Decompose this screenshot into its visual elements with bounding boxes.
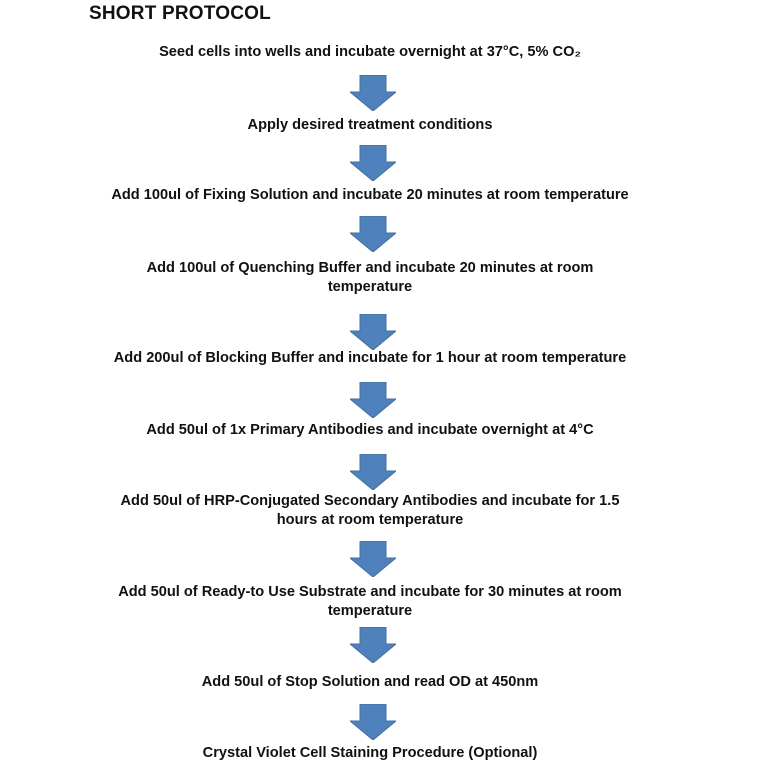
down-arrow-icon xyxy=(350,627,396,663)
step-7: Add 50ul of HRP-Conjugated Secondary Ant… xyxy=(120,493,620,528)
down-arrow-icon xyxy=(350,216,396,252)
down-arrow-icon xyxy=(350,454,396,490)
step-3: Add 100ul of Fixing Solution and incubat… xyxy=(111,187,629,203)
step-5: Add 200ul of Blocking Buffer and incubat… xyxy=(113,350,627,366)
down-arrow-icon xyxy=(350,314,396,350)
down-arrow-icon xyxy=(350,704,396,740)
step-10: Crystal Violet Cell Staining Procedure (… xyxy=(202,745,538,761)
down-arrow-icon xyxy=(350,382,396,418)
step-2: Apply desired treatment conditions xyxy=(247,117,493,133)
protocol-title: SHORT PROTOCOL xyxy=(89,3,271,24)
step-8: Add 50ul of Ready-to Use Substrate and i… xyxy=(118,584,622,619)
step-1: Seed cells into wells and incubate overn… xyxy=(159,44,581,60)
step-6: Add 50ul of 1x Primary Antibodies and in… xyxy=(146,422,594,438)
down-arrow-icon xyxy=(350,541,396,577)
down-arrow-icon xyxy=(350,75,396,111)
down-arrow-icon xyxy=(350,145,396,181)
step-4: Add 100ul of Quenching Buffer and incuba… xyxy=(146,260,594,295)
step-9: Add 50ul of Stop Solution and read OD at… xyxy=(201,674,539,690)
